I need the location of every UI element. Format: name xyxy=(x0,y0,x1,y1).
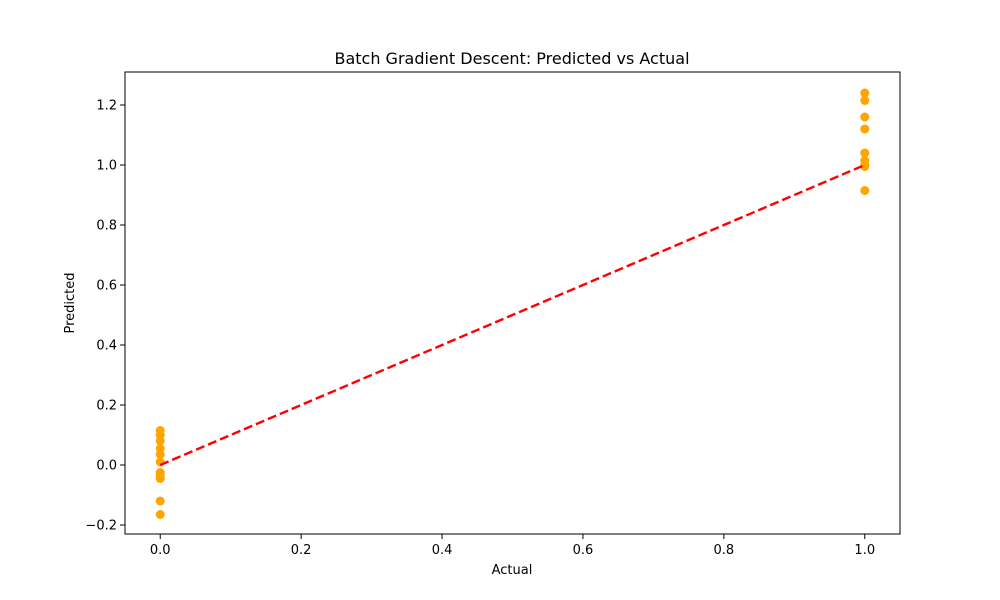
data-point xyxy=(155,496,165,506)
plot-frame xyxy=(124,71,901,535)
data-point xyxy=(860,162,870,171)
reference-line xyxy=(159,163,866,467)
data-point xyxy=(860,88,870,98)
x-axis: 0.0 0.2 0.4 0.6 0.8 1.0 xyxy=(150,534,875,558)
data-point xyxy=(860,124,870,134)
data-point xyxy=(155,457,165,467)
y-tick-label: 0.4 xyxy=(96,339,117,354)
data-points xyxy=(155,88,870,519)
y-tick-label: 0.0 xyxy=(96,459,117,474)
data-point xyxy=(155,510,165,519)
y-axis-label: Predicted xyxy=(63,272,78,333)
data-point xyxy=(155,474,165,483)
y-tick-label: 1.0 xyxy=(96,159,117,174)
x-tick-label: 0.6 xyxy=(573,543,594,558)
data-point xyxy=(155,436,165,446)
x-tick-label: 0.4 xyxy=(432,543,453,558)
x-tick-label: 1.0 xyxy=(854,543,875,558)
y-tick-label: −0.2 xyxy=(85,519,117,534)
y-tick-label: 0.2 xyxy=(96,399,117,414)
data-point xyxy=(860,186,870,195)
chart-title: Batch Gradient Descent: Predicted vs Act… xyxy=(334,49,689,68)
x-axis-label: Actual xyxy=(492,563,533,578)
data-point xyxy=(860,148,870,158)
y-tick-label: 0.6 xyxy=(96,279,117,294)
y-tick-label: 1.2 xyxy=(96,99,117,114)
x-tick-label: 0.2 xyxy=(291,543,312,558)
data-point xyxy=(860,96,870,105)
data-point xyxy=(860,112,870,122)
y-tick-label: 0.8 xyxy=(96,219,117,234)
y-axis: −0.2 0.0 0.2 0.4 0.6 0.8 1.0 1.2 xyxy=(85,99,125,534)
plot-area xyxy=(155,88,870,519)
x-tick-label: 0.8 xyxy=(714,543,735,558)
data-point xyxy=(155,450,165,459)
x-tick-label: 0.0 xyxy=(150,543,171,558)
